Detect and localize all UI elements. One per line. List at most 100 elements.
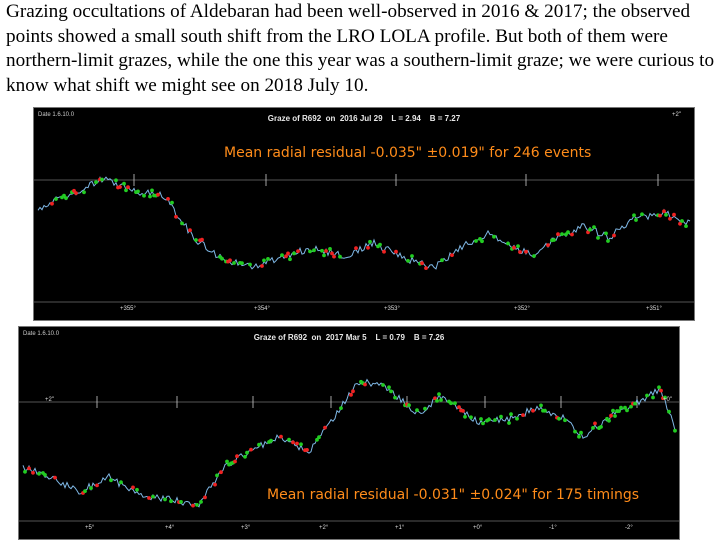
profile-plot-2016 xyxy=(34,174,694,303)
observed-point-miss xyxy=(363,382,367,387)
observed-point-hit xyxy=(269,438,273,443)
observed-point-miss xyxy=(295,441,299,446)
observed-point-hit xyxy=(199,500,203,504)
observed-point-hit xyxy=(440,258,444,263)
observed-point-hit xyxy=(109,478,113,483)
observed-point-miss xyxy=(228,258,232,263)
observed-point-hit xyxy=(378,242,382,247)
observed-point-hit xyxy=(617,409,621,413)
observed-point-hit xyxy=(449,401,453,406)
observed-point-hit xyxy=(215,473,219,478)
observed-point-hit xyxy=(552,238,556,242)
slide-caption: Grazing occultations of Aldebaran had be… xyxy=(6,1,715,96)
observed-point-miss xyxy=(31,470,35,475)
observed-point-hit xyxy=(463,414,467,419)
observed-point-hit xyxy=(577,434,581,439)
observed-point-miss xyxy=(672,212,676,217)
observed-point-hit xyxy=(169,499,173,504)
observed-point-miss xyxy=(609,413,613,418)
observed-point-hit xyxy=(248,262,252,267)
observed-point-miss xyxy=(235,454,239,459)
observed-point-miss xyxy=(461,409,465,413)
observed-point-hit xyxy=(280,253,284,257)
observed-point-hit xyxy=(180,221,184,226)
observed-point-hit xyxy=(645,393,649,398)
observed-point-miss xyxy=(191,503,195,508)
observed-point-hit xyxy=(257,442,261,447)
observed-point-hit xyxy=(82,190,86,195)
observed-point-miss xyxy=(330,251,334,256)
observed-point-miss xyxy=(213,482,217,487)
observed-point-miss xyxy=(668,216,672,221)
observed-point-hit xyxy=(119,480,123,485)
observed-point-hit xyxy=(515,416,519,421)
observed-point-hit xyxy=(673,428,677,433)
observed-point-hit xyxy=(148,194,152,199)
observed-point-hit xyxy=(435,399,439,403)
x-tick-label: +355° xyxy=(120,306,136,312)
x-tick-label: +3° xyxy=(241,525,251,531)
observed-point-hit xyxy=(663,395,667,400)
observed-point-miss xyxy=(586,230,590,235)
observed-point-hit xyxy=(487,417,491,422)
observed-point-hit xyxy=(320,248,324,253)
observed-point-miss xyxy=(188,228,192,233)
observed-point-miss xyxy=(260,264,264,268)
observed-point-hit xyxy=(664,213,668,217)
observed-point-hit xyxy=(407,403,411,408)
observed-point-hit xyxy=(194,238,198,242)
observed-point-hit xyxy=(633,401,637,406)
observed-point-hit xyxy=(43,473,47,477)
observed-point-hit xyxy=(623,405,627,410)
observed-point-miss xyxy=(349,393,353,397)
observed-point-hit xyxy=(406,259,410,263)
observed-point-hit xyxy=(480,239,484,244)
observed-point-miss xyxy=(95,483,99,488)
observed-point-miss xyxy=(233,459,237,464)
observed-point-hit xyxy=(606,239,610,243)
observed-point-miss xyxy=(279,434,283,439)
observed-point-hit xyxy=(150,188,154,193)
observed-point-hit xyxy=(135,487,139,492)
observed-point-hit xyxy=(89,486,93,490)
observed-point-miss xyxy=(612,233,616,238)
residual-label: Mean radial residual -0.031" ±0.024" for… xyxy=(267,487,640,503)
observed-point-miss xyxy=(219,470,223,475)
graze-profile-2016: Date 1.6.10.0 Graze of R692 on 2016 Jul … xyxy=(33,107,695,321)
observed-point-miss xyxy=(147,496,151,500)
observed-point-hit xyxy=(393,395,397,400)
observed-point-miss xyxy=(354,246,358,251)
observed-point-hit xyxy=(37,471,41,476)
observed-point-hit xyxy=(566,230,570,235)
y-tick-label: +0" xyxy=(663,397,672,403)
observed-point-miss xyxy=(433,396,437,401)
x-tick-label: +1° xyxy=(395,525,405,531)
observed-point-hit xyxy=(437,392,441,396)
observed-point-hit xyxy=(94,180,98,185)
observed-point-hit xyxy=(469,415,473,420)
observed-point-hit xyxy=(163,497,167,502)
observed-point-miss xyxy=(118,185,122,189)
x-tick-label: +353° xyxy=(384,306,400,312)
observed-point-hit xyxy=(288,257,292,262)
observed-point-hit xyxy=(315,437,319,442)
observed-point-miss xyxy=(324,249,328,253)
observed-point-hit xyxy=(506,241,510,246)
observed-point-miss xyxy=(284,254,288,259)
observed-point-miss xyxy=(521,413,525,417)
observed-point-hit xyxy=(611,408,615,413)
observed-point-hit xyxy=(338,254,342,259)
observed-point-hit xyxy=(245,450,249,455)
observed-point-hit xyxy=(262,258,266,263)
observed-point-hit xyxy=(604,231,608,236)
observed-point-hit xyxy=(557,416,561,421)
observed-point-hit xyxy=(287,437,291,442)
observed-point-miss xyxy=(156,192,160,197)
observed-point-hit xyxy=(54,197,58,201)
observed-point-miss xyxy=(570,232,574,237)
observed-point-miss xyxy=(74,191,78,195)
x-tick-label: +2° xyxy=(319,525,329,531)
x-tick-label: +5° xyxy=(85,525,95,531)
observed-point-hit xyxy=(613,414,617,418)
observed-point-hit xyxy=(23,469,27,474)
